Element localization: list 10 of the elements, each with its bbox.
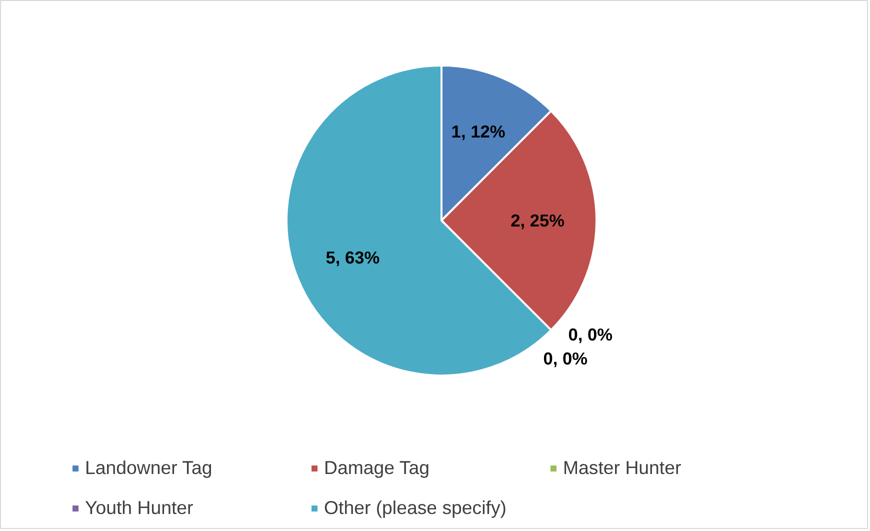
text: 0, 0% — [568, 324, 613, 344]
legend-label: Landowner Tag — [85, 457, 214, 479]
legend-label: Other (please specify) — [324, 497, 508, 519]
legend-label: Youth Hunter — [85, 497, 194, 519]
data-label: 2, 25% — [510, 210, 565, 230]
legend-label: Master Hunter — [563, 457, 682, 479]
data-label: 1, 12% — [451, 122, 506, 142]
data-label: 5, 63% — [326, 247, 380, 268]
text: 0, 0% — [543, 348, 588, 368]
legend-label: Damage Tag — [324, 457, 430, 479]
